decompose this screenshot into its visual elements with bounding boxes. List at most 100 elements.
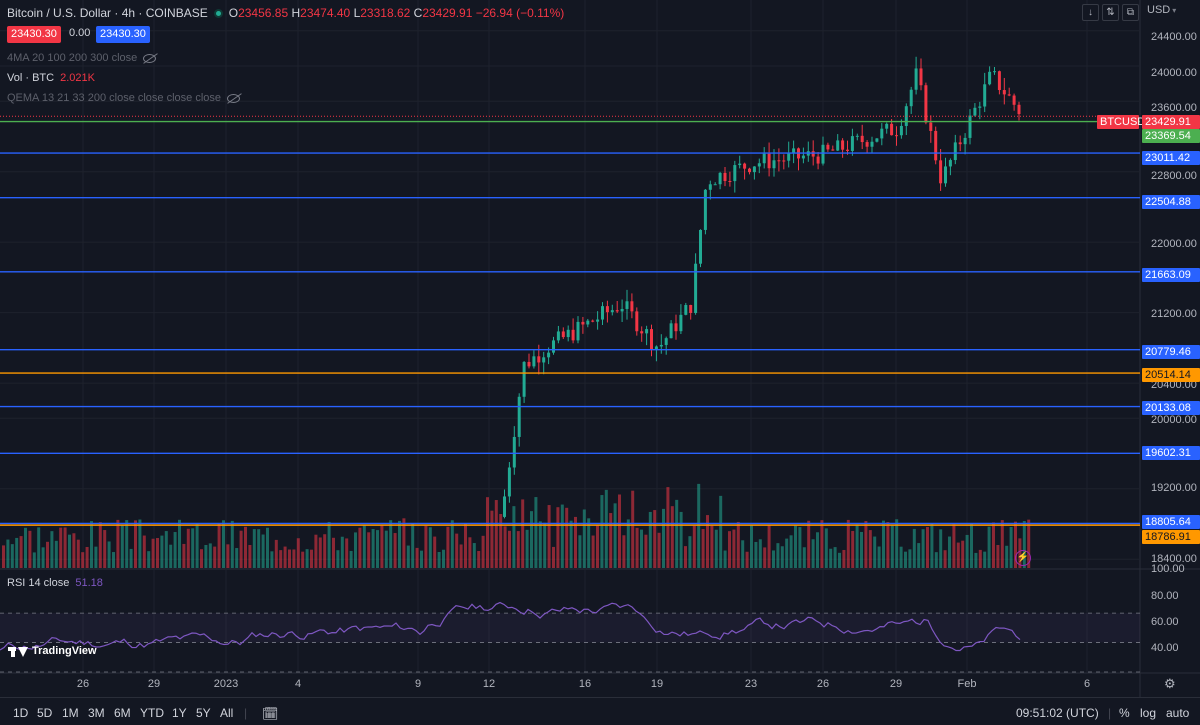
candle-body xyxy=(1002,90,1006,95)
range-3m-button[interactable]: 3M xyxy=(88,706,105,720)
time-axis-label: 9 xyxy=(414,678,422,690)
candle-body xyxy=(635,311,639,332)
volume-bar xyxy=(780,546,784,568)
volume-bar xyxy=(204,544,208,568)
volume-bar xyxy=(970,523,973,568)
range-1m-button[interactable]: 1M xyxy=(62,706,79,720)
range-ytd-button[interactable]: YTD xyxy=(140,706,164,720)
gear-icon[interactable]: ⚙ xyxy=(1164,676,1176,691)
candle-body xyxy=(831,149,835,151)
candle-body xyxy=(556,331,560,341)
volume-bar xyxy=(675,499,679,568)
volume-bar xyxy=(112,552,115,568)
volume-bar xyxy=(657,532,661,568)
range-6m-button[interactable]: 6M xyxy=(114,706,131,720)
candle-body xyxy=(939,160,943,184)
qema-legend[interactable]: QEMA 13 21 33 200 close close close clos… xyxy=(7,92,241,104)
volume-bar xyxy=(98,522,102,568)
time-axis-label: 26 xyxy=(816,678,830,690)
volume-bar xyxy=(728,531,731,568)
candle-body xyxy=(846,149,849,151)
volume-bar xyxy=(50,531,54,568)
candle-body xyxy=(978,106,982,108)
volume-bar xyxy=(754,541,758,568)
level-tag: 21663.09 xyxy=(1142,268,1200,282)
candle-body xyxy=(743,163,747,169)
range-all-button[interactable]: All xyxy=(220,706,234,720)
ma-legend[interactable]: 4MA 20 100 200 300 close xyxy=(7,52,157,64)
candle-body xyxy=(699,229,702,264)
volume-bar xyxy=(406,545,410,568)
volume-bar xyxy=(983,551,987,568)
candle-body xyxy=(650,329,653,350)
candle-body xyxy=(566,329,570,338)
volume-bar xyxy=(437,551,441,568)
utc-clock[interactable]: 09:51:02 (UTC) xyxy=(1016,706,1099,720)
maximize-pane-icon[interactable]: ⧉ xyxy=(1122,4,1139,21)
date-range-calendar-icon[interactable]: 🗓 xyxy=(262,706,279,721)
volume-bar xyxy=(692,525,696,568)
auto-scale-button[interactable]: auto xyxy=(1166,706,1190,720)
range-1y-button[interactable]: 1Y xyxy=(172,706,187,720)
volume-legend[interactable]: Vol · BTC 2.021K xyxy=(7,72,95,84)
rsi-legend[interactable]: RSI 14 close 51.18 xyxy=(7,577,103,589)
green-level-tag: 23369.54 xyxy=(1142,129,1200,143)
volume-bar xyxy=(943,550,947,568)
hidden-eye-icon[interactable] xyxy=(227,93,241,103)
volume-bar xyxy=(670,506,674,568)
volume-bar xyxy=(912,528,916,568)
spread-value: 0.00 xyxy=(69,27,91,39)
percent-scale-button[interactable]: % xyxy=(1119,706,1130,720)
move-down-icon[interactable]: ↓ xyxy=(1082,4,1099,21)
volume-bar xyxy=(776,543,780,568)
candle-body xyxy=(870,141,874,147)
time-axis-label: 29 xyxy=(147,678,161,690)
symbol-legend[interactable]: Bitcoin / U.S. Dollar · 4h · COINBASE O2… xyxy=(7,6,564,20)
volume-bar xyxy=(358,527,362,568)
swap-panes-icon[interactable]: ⇅ xyxy=(1102,4,1119,21)
rsi-axis-label: 60.00 xyxy=(1151,616,1179,628)
volume-bar xyxy=(477,551,481,568)
volume-bar xyxy=(468,537,472,568)
volume-bar xyxy=(248,544,252,568)
hidden-eye-icon[interactable] xyxy=(143,53,157,63)
volume-bar xyxy=(833,547,837,568)
volume-bar xyxy=(846,519,850,568)
lightning-icon[interactable]: ⚡ xyxy=(1015,550,1031,566)
candle-body xyxy=(777,160,781,162)
candle-body xyxy=(811,151,815,157)
volume-value: 2.021K xyxy=(60,72,95,84)
candle-body xyxy=(958,142,962,145)
buy-price-button[interactable]: 23430.30 xyxy=(96,26,150,43)
volume-bar xyxy=(543,522,547,568)
candle-body xyxy=(738,163,742,166)
volume-bar xyxy=(138,519,142,568)
volume-bar xyxy=(851,530,855,568)
volume-bar xyxy=(239,530,243,568)
volume-bar xyxy=(296,538,300,568)
volume-bar xyxy=(618,494,621,568)
range-5y-button[interactable]: 5Y xyxy=(196,706,211,720)
log-scale-button[interactable]: log xyxy=(1140,706,1157,720)
currency-selector[interactable]: USD ▾ xyxy=(1147,4,1176,16)
candle-body xyxy=(718,172,722,185)
level-tag: 18786.91 xyxy=(1142,530,1200,544)
volume-bar xyxy=(1005,545,1009,568)
qema-legend-label: QEMA 13 21 33 200 close close close clos… xyxy=(7,92,222,104)
volume-bar xyxy=(802,547,806,568)
volume-bar xyxy=(569,520,573,568)
volume-bar xyxy=(556,507,560,568)
range-1d-button[interactable]: 1D xyxy=(13,706,29,720)
range-5d-button[interactable]: 5D xyxy=(37,706,53,720)
sell-price-button[interactable]: 23430.30 xyxy=(7,26,61,43)
candle-body xyxy=(757,163,761,167)
volume-bar xyxy=(345,538,349,568)
candle-body xyxy=(561,331,565,338)
volume-bar xyxy=(261,534,265,568)
volume-bar xyxy=(917,543,921,568)
volume-bar xyxy=(807,520,811,568)
tradingview-logo[interactable]: TradingView xyxy=(8,645,97,657)
volume-bar xyxy=(996,544,1000,568)
volume-bar xyxy=(327,521,331,568)
